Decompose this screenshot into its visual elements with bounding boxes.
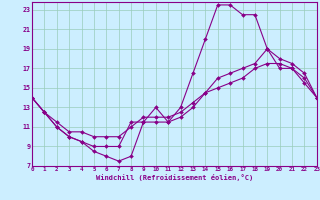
X-axis label: Windchill (Refroidissement éolien,°C): Windchill (Refroidissement éolien,°C) — [96, 174, 253, 181]
